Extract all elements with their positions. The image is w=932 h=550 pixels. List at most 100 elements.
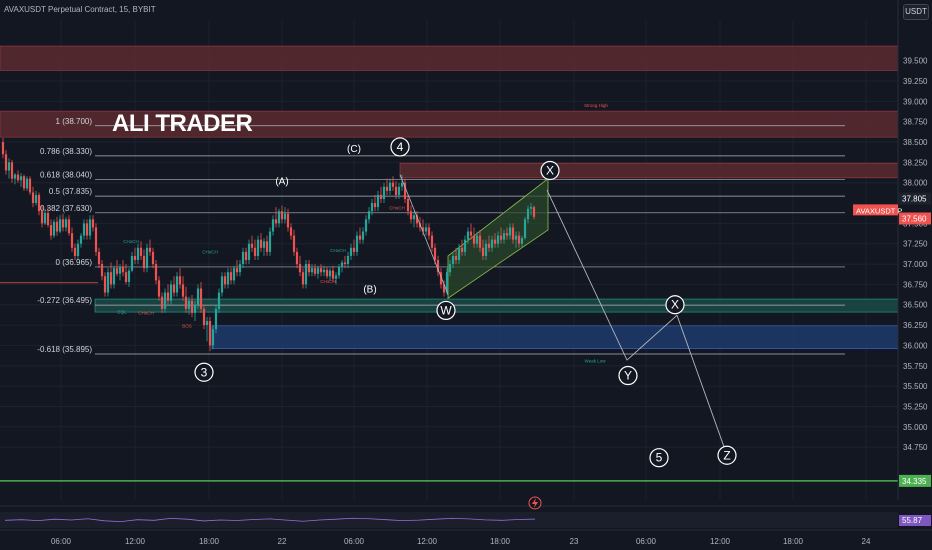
candle: [439, 268, 443, 289]
candle: [409, 205, 413, 224]
candle: [520, 235, 524, 248]
candle-body: [46, 212, 50, 226]
candle: [523, 216, 527, 240]
x-tick-label: 12:00: [710, 537, 731, 546]
candle-body: [523, 219, 527, 239]
candle-body: [178, 276, 182, 285]
candle-body: [142, 255, 146, 269]
candle: [229, 268, 233, 285]
candle-body: [295, 251, 299, 265]
candle: [61, 213, 65, 232]
candle: [436, 255, 440, 277]
candle: [343, 255, 347, 269]
candle-body: [403, 182, 407, 199]
price-tag: 37.805: [899, 192, 931, 205]
candle: [154, 260, 158, 285]
price-tag-bg: [899, 474, 931, 487]
candle: [349, 243, 353, 260]
candle-body: [88, 219, 92, 236]
candle: [442, 280, 446, 297]
candle-body: [487, 243, 491, 248]
candle: [397, 182, 401, 199]
candle-body: [454, 255, 458, 260]
wave-label: W: [436, 300, 456, 321]
candle-body: [223, 276, 227, 285]
candle-body: [511, 227, 515, 240]
candle: [208, 316, 212, 352]
candle: [34, 190, 38, 206]
candle: [466, 227, 470, 244]
candle-body: [493, 239, 497, 244]
structure-annotation: Weak Low: [585, 359, 607, 364]
candle: [376, 190, 380, 212]
candle: [331, 265, 335, 282]
candle-body: [235, 268, 239, 273]
candle-body: [478, 235, 482, 248]
candle: [415, 211, 419, 228]
candle: [364, 215, 368, 236]
candle-body: [313, 268, 317, 274]
candle-body: [43, 212, 47, 224]
candle: [379, 186, 383, 204]
candle: [151, 247, 155, 269]
wave-label: X: [540, 160, 560, 181]
candle-body: [157, 280, 161, 297]
candle: [58, 215, 62, 234]
candle-body: [97, 251, 101, 265]
candle: [163, 288, 167, 313]
candle-body: [136, 247, 140, 260]
candle-body: [175, 276, 179, 293]
candle: [226, 268, 230, 289]
candle-body: [400, 182, 404, 187]
y-tick-label: 35.250: [903, 402, 928, 411]
candle-body: [25, 178, 29, 189]
candle: [529, 203, 533, 216]
fib-label: 0.618 (38.040): [40, 170, 92, 179]
candle: [49, 219, 53, 240]
candle: [115, 260, 119, 277]
candle: [97, 247, 101, 269]
candle-body: [490, 239, 494, 248]
candle-body: [205, 321, 209, 326]
wave-text: X: [671, 298, 679, 312]
candle-body: [280, 211, 284, 220]
candle-body: [58, 219, 62, 232]
candle-body: [352, 247, 356, 252]
zone-demand_blue: [211, 325, 899, 349]
candle-body: [70, 233, 74, 248]
candle-body: [316, 268, 320, 274]
candle-body: [448, 264, 452, 273]
candle-body: [250, 243, 254, 248]
candle: [469, 223, 473, 240]
candle: [334, 272, 338, 285]
candle-body: [532, 207, 536, 217]
x-tick-label: 22: [278, 537, 287, 546]
price-tag-text: 34.335: [902, 477, 927, 486]
candle: [382, 182, 386, 204]
candle-body: [307, 264, 311, 273]
candle-body: [472, 235, 476, 244]
candle: [355, 231, 359, 256]
candle: [121, 260, 125, 277]
candle: [244, 247, 248, 265]
zone-supply: [0, 45, 899, 71]
candle: [352, 239, 356, 256]
candle: [319, 264, 323, 277]
y-tick-label: 36.500: [903, 301, 928, 310]
y-tick-label: 39.000: [903, 97, 928, 106]
candle-body: [49, 225, 53, 236]
price-tag-bg: [853, 204, 898, 216]
candle: [4, 150, 8, 175]
candle: [178, 268, 182, 289]
candle-body: [166, 292, 170, 301]
candle: [289, 223, 293, 240]
wave-circle: [649, 448, 669, 468]
candle: [307, 260, 311, 277]
currency-button[interactable]: USDT: [903, 4, 929, 20]
candle-body: [10, 162, 14, 179]
x-tick-label: 18:00: [199, 537, 220, 546]
candle: [88, 215, 92, 240]
wave-circle: [618, 365, 638, 386]
candle-body: [337, 266, 341, 276]
